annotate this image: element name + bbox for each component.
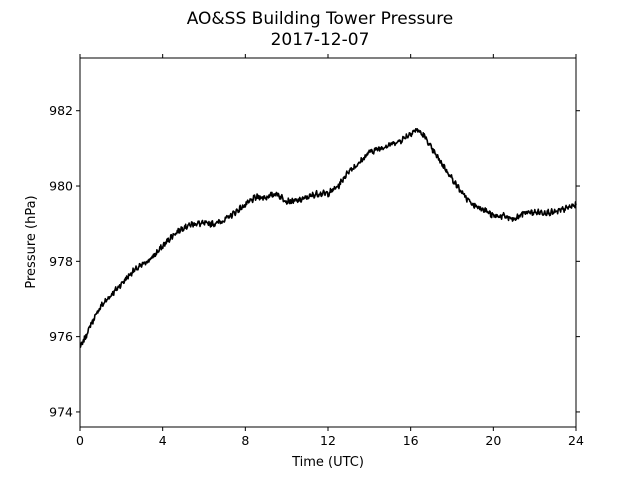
pressure-series-line <box>79 128 577 349</box>
y-tick-label: 982 <box>49 103 73 118</box>
y-tick-label: 978 <box>49 254 73 269</box>
x-tick-label: 8 <box>241 433 249 448</box>
y-tick-label: 976 <box>49 329 73 344</box>
x-tick-label: 4 <box>159 433 167 448</box>
chart-subtitle: 2017-12-07 <box>271 30 370 50</box>
y-tick-label: 980 <box>49 179 73 194</box>
y-axis-label: Pressure (hPa) <box>24 195 39 288</box>
y-tick-label: 974 <box>49 404 73 419</box>
chart-title: AO&SS Building Tower Pressure <box>187 9 454 29</box>
x-tick-label: 16 <box>403 433 419 448</box>
x-axis-label: Time (UTC) <box>291 455 364 470</box>
plot-frame <box>79 57 577 428</box>
x-tick-label: 0 <box>76 433 84 448</box>
x-tick-label: 24 <box>568 433 584 448</box>
x-tick-label: 12 <box>320 433 336 448</box>
x-tick-label: 20 <box>485 433 501 448</box>
